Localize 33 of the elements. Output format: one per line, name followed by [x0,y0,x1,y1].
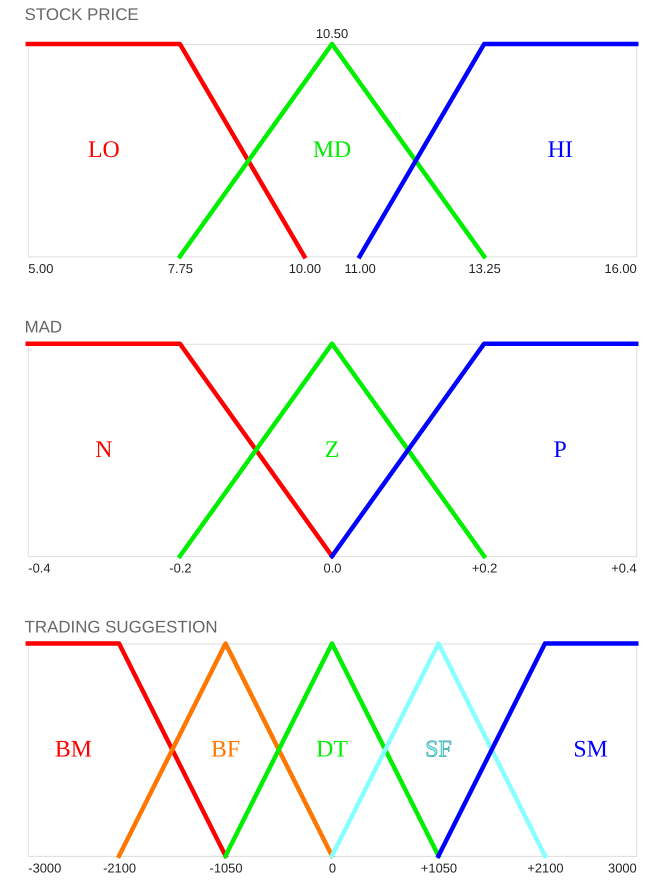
x-tick-label: -0.2 [169,560,192,576]
x-tick-label: 10.00 [288,260,321,276]
text: N [95,436,112,463]
chart-title: TRADING SUGGESTION [24,617,218,636]
x-tick-label: 3000 [608,860,637,876]
x-tick-label: 13.25 [468,260,501,276]
chart-title: MAD [24,318,62,337]
text: Z [324,436,340,463]
x-tick-label: 0.0 [324,560,342,576]
text: LO [88,137,120,164]
x-tick-label: 0 [328,860,336,876]
x-tick-label: -0.4 [28,560,51,576]
series-label: DT [316,736,348,763]
text: HI [548,137,573,164]
x-tick-label: 11.00 [344,260,376,276]
x-tick-label: 16.00 [604,260,637,276]
x-tick-label: -2100 [103,860,136,876]
series-label: SF [425,736,452,763]
series-label: BF [210,736,240,763]
x-tick-label: +0.4 [611,560,637,576]
x-tick-label: +1050 [420,860,458,876]
series-label: MD [312,137,352,164]
chart-title: STOCK PRICE [24,5,139,24]
x-tick-label: -3000 [28,860,62,876]
x-tick-label: 5.00 [28,260,54,276]
x-tick-label: +2100 [527,860,564,876]
text: P [554,436,567,463]
x-tick-label: +0.2 [472,560,498,576]
x-tick-label: 7.75 [168,260,193,276]
text: SM [573,736,608,763]
annotation: 10.50 [316,26,348,42]
x-tick-label: -1050 [210,860,243,876]
text: BM [54,736,92,763]
